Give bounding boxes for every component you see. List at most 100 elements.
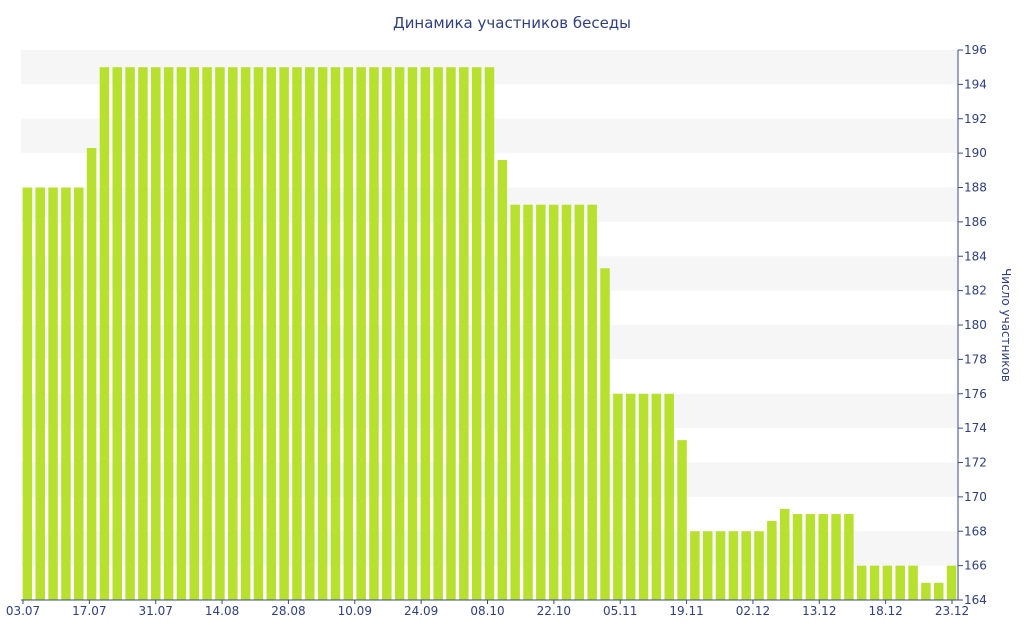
bar: [407, 67, 418, 600]
bar: [459, 67, 469, 600]
bar: [48, 187, 58, 600]
bar: [22, 187, 33, 600]
bar: [99, 67, 110, 600]
bar: [895, 565, 905, 601]
bar: [638, 393, 649, 600]
bar: [946, 565, 957, 601]
bars: [22, 67, 957, 601]
y-tick-label: 172: [964, 456, 987, 470]
bar: [86, 147, 97, 600]
y-tick-label: 196: [964, 43, 987, 57]
bar: [497, 160, 508, 600]
y-tick-label: 170: [964, 490, 987, 504]
x-tick-label: 02.12: [736, 604, 770, 618]
bar: [433, 67, 443, 600]
bar: [664, 393, 674, 600]
bar: [292, 67, 302, 600]
bar: [317, 67, 328, 600]
bar: [882, 565, 893, 601]
bar: [74, 187, 84, 600]
x-tick-label: 13.12: [802, 604, 836, 618]
y-tick-label: 168: [964, 524, 987, 538]
bar: [844, 514, 854, 600]
bar: [471, 67, 482, 600]
x-tick-label: 23.12: [935, 604, 969, 618]
bar: [690, 531, 700, 600]
bar: [330, 67, 341, 600]
bar: [715, 531, 726, 600]
bar: [651, 393, 662, 600]
bar: [625, 393, 636, 600]
x-tick-label: 19.11: [669, 604, 703, 618]
bar: [356, 67, 366, 600]
bar: [369, 67, 379, 600]
y-tick-label: 188: [964, 181, 987, 195]
y-tick-label: 194: [964, 77, 987, 91]
bar: [61, 187, 71, 600]
bar: [779, 508, 790, 600]
bar: [728, 531, 739, 600]
bar: [613, 393, 623, 600]
bar: [215, 67, 225, 600]
bar: [138, 67, 148, 600]
bar: [587, 204, 597, 600]
bar: [305, 67, 315, 600]
bar: [754, 531, 764, 600]
x-tick-label: 18.12: [868, 604, 902, 618]
bar: [792, 514, 803, 600]
bar: [151, 67, 161, 600]
y-tick-label: 174: [964, 421, 987, 435]
x-tick-label: 31.07: [139, 604, 173, 618]
bar: [382, 67, 392, 600]
bar: [908, 565, 918, 601]
bar: [125, 67, 135, 600]
y-axis-title: Число участников: [999, 268, 1013, 382]
x-tick-label: 17.07: [72, 604, 106, 618]
bar: [574, 204, 585, 600]
bar: [805, 514, 816, 600]
bar: [767, 520, 777, 600]
y-tick-label: 184: [964, 249, 987, 263]
bar: [523, 204, 533, 600]
bar: [240, 67, 251, 600]
bar: [600, 268, 610, 600]
bar: [741, 531, 751, 600]
bar: [510, 204, 520, 600]
bar: [856, 565, 867, 601]
bar: [831, 514, 841, 600]
bar: [536, 204, 546, 600]
x-tick-label: 22.10: [537, 604, 571, 618]
x-tick-label: 24.09: [404, 604, 438, 618]
bar: [343, 67, 354, 600]
x-tick-label: 05.11: [603, 604, 637, 618]
y-tick-label: 166: [964, 559, 987, 573]
bar: [934, 582, 944, 600]
axes: 164 166 168 170 172 174 176 178 180 182 184 186 188 1…: [6, 43, 987, 618]
bar: [869, 565, 880, 601]
x-tick-label: 14.08: [205, 604, 239, 618]
bar: [818, 514, 828, 600]
y-tick-label: 186: [964, 215, 987, 229]
bar: [279, 67, 289, 600]
y-tick-label: 190: [964, 146, 987, 160]
chart-title: Динамика участников беседы: [393, 14, 631, 32]
bar: [702, 531, 713, 600]
bar: [163, 67, 174, 600]
x-tick-label: 08.10: [470, 604, 504, 618]
bar: [189, 67, 200, 600]
x-tick-label: 10.09: [338, 604, 372, 618]
bar: [420, 67, 431, 600]
bar: [228, 67, 238, 600]
x-tick-label: 03.07: [6, 604, 40, 618]
y-tick-label: 180: [964, 318, 987, 332]
x-tick-label: 28.08: [271, 604, 305, 618]
bar: [202, 67, 212, 600]
bar: [484, 67, 495, 600]
y-tick-label: 176: [964, 387, 987, 401]
bar: [35, 187, 45, 600]
y-tick-label: 164: [964, 593, 987, 607]
bar: [112, 67, 123, 600]
bar: [548, 204, 559, 600]
